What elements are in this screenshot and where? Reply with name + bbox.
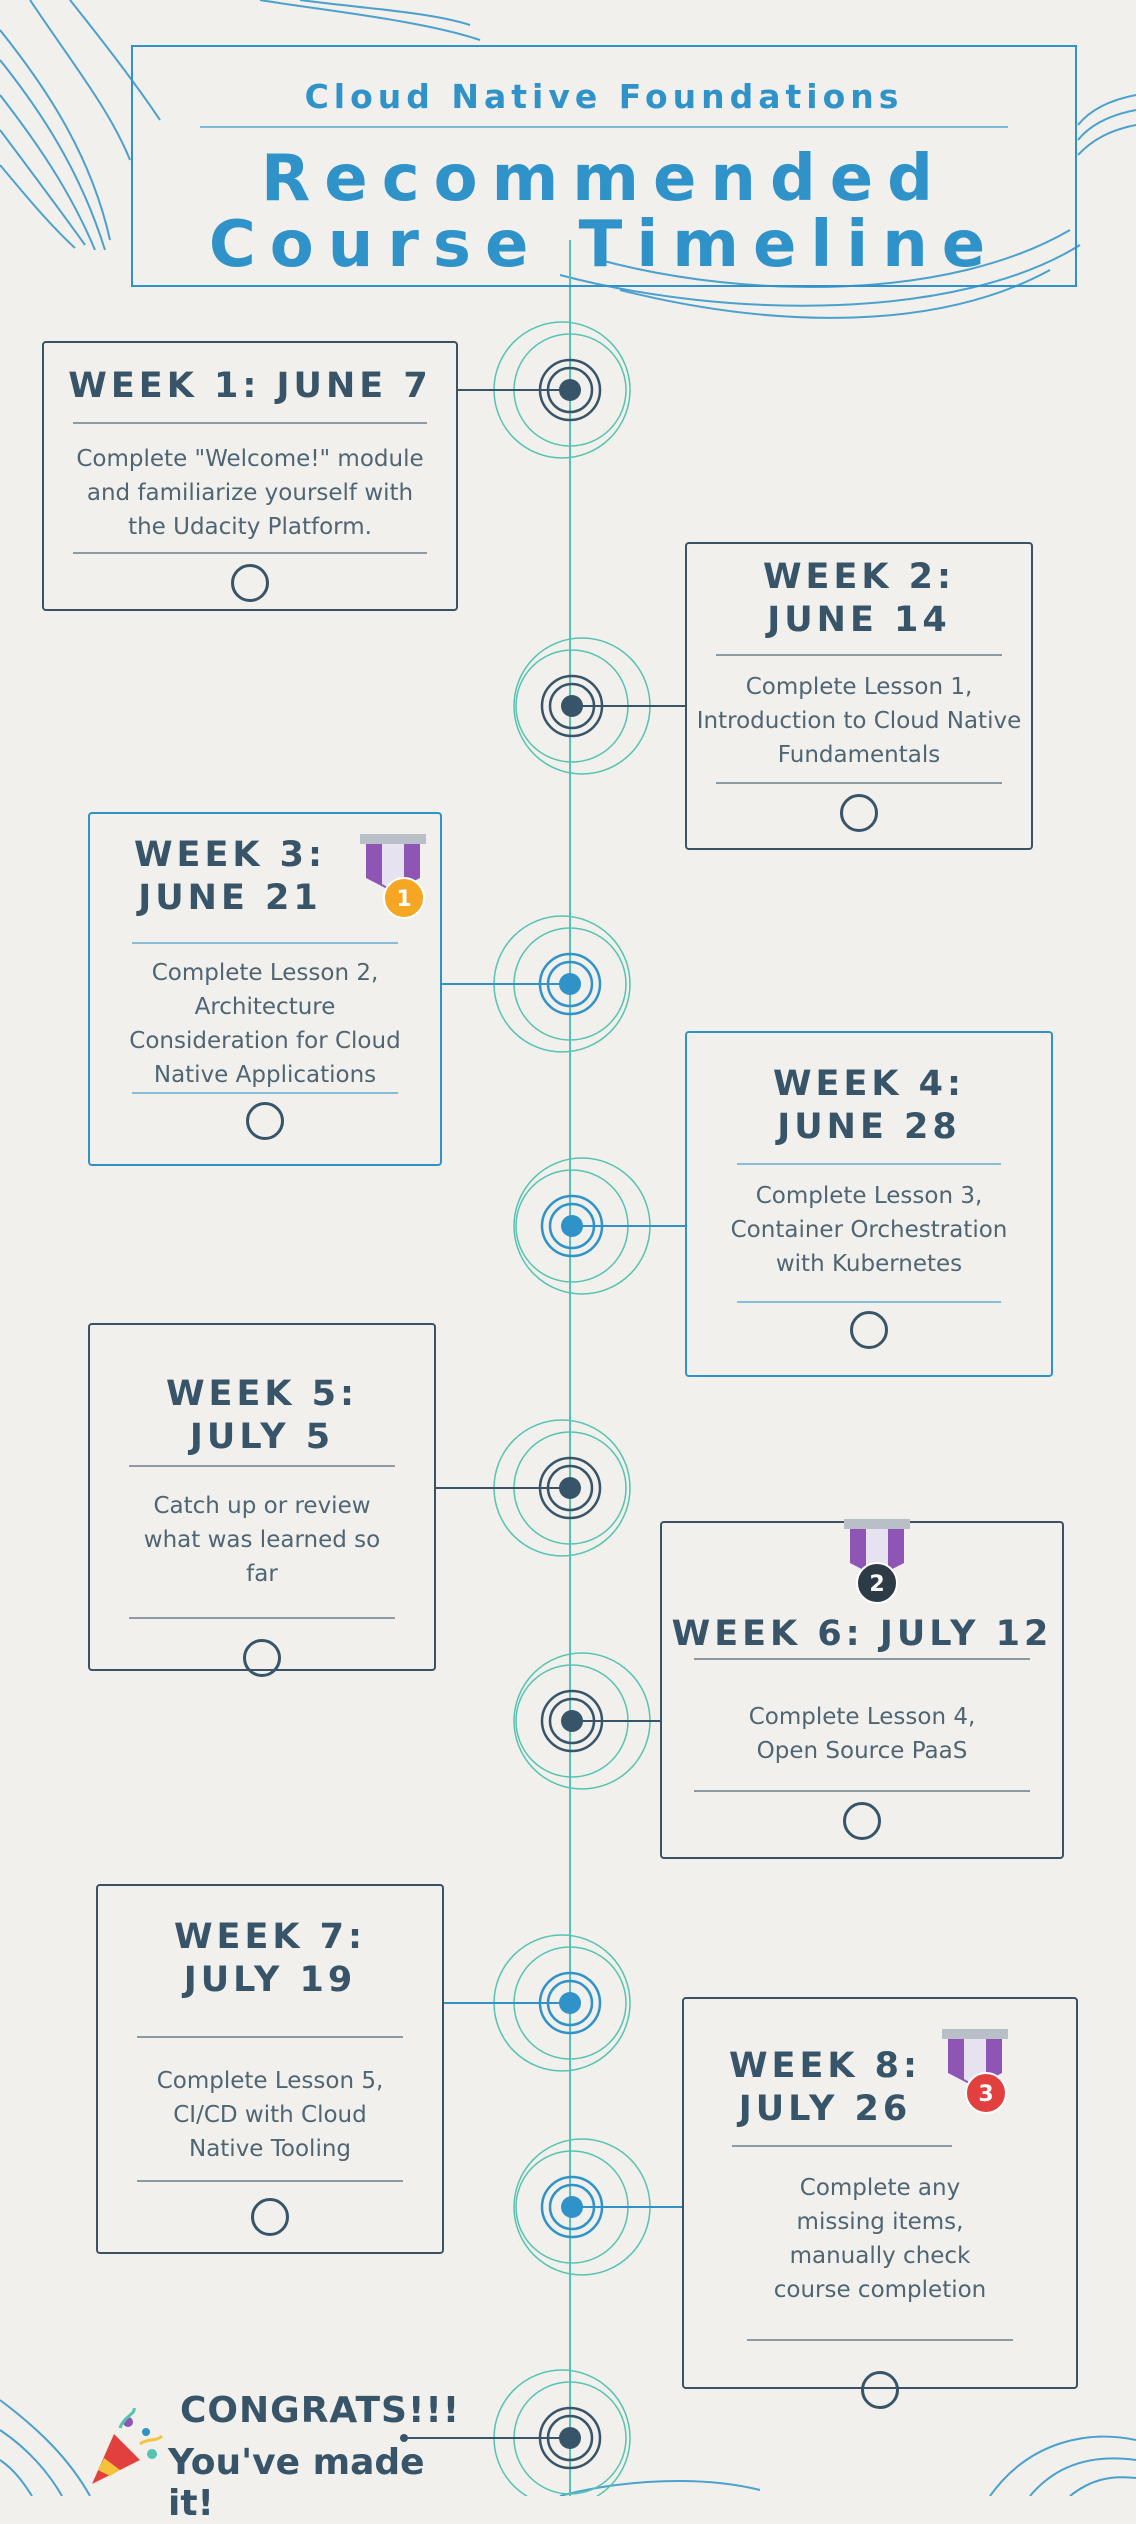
week-divider (737, 1163, 1001, 1165)
week-description: Complete Lesson 1, Introduction to Cloud… (696, 674, 1022, 768)
week-description: Complete Lesson 3, Container Orchestrati… (730, 1183, 1008, 1277)
medal-3-icon: 3 (940, 2029, 1010, 2123)
week-description: Complete Lesson 4, Open Source PaaS (748, 1704, 976, 1764)
week-card-1: WEEK 1: JUNE 7 Complete "Welcome!" modul… (42, 341, 458, 611)
week-description: Complete any missing items, manually che… (773, 2175, 987, 2303)
svg-text:1: 1 (396, 887, 411, 912)
week-title: WEEK 5: JULY 5 (165, 1374, 359, 1457)
week-title: WEEK 8: JULY 26 (728, 2046, 922, 2129)
week-title: WEEK 1: JUNE 7 (68, 366, 432, 406)
week-card-3: WEEK 3: JUNE 21 1 Complete Lesson 2, Arc… (88, 812, 442, 1166)
svg-text:2: 2 (869, 1572, 884, 1597)
page-header: Cloud Native Foundations Recommended Cou… (131, 45, 1077, 287)
week-card-4: WEEK 4: JUNE 28 Complete Lesson 3, Conta… (685, 1031, 1053, 1377)
congrats-banner: CONGRATS!!! You've made it! (84, 2386, 459, 2524)
decorative-waves-top-left (0, 0, 481, 251)
week-title: WEEK 3: JUNE 21 (133, 835, 327, 918)
week-divider (132, 1092, 398, 1094)
week-divider (747, 2339, 1013, 2341)
completion-checkbox[interactable] (246, 1102, 284, 1140)
week-card-7: WEEK 7: JULY 19 Complete Lesson 5, CI/CD… (96, 1884, 444, 2254)
medal-1-icon: 1 (358, 834, 428, 928)
week-divider (694, 1790, 1030, 1792)
completion-checkbox[interactable] (843, 1802, 881, 1840)
week-divider (137, 2036, 403, 2038)
page-title-line-1: Recommended (261, 142, 947, 216)
completion-checkbox[interactable] (861, 2371, 899, 2409)
week-divider (694, 1658, 1030, 1660)
medal-2-icon: 2 (842, 1519, 912, 1613)
completion-checkbox[interactable] (231, 564, 269, 602)
decorative-waves-bottom (0, 2399, 1136, 2496)
timeline-node (493, 2369, 631, 2496)
page-title: Recommended Course Timeline (133, 146, 1075, 278)
completion-checkbox[interactable] (840, 794, 878, 832)
course-subtitle: Cloud Native Foundations (304, 77, 904, 116)
week-description: Complete Lesson 5, CI/CD with Cloud Nati… (156, 2068, 384, 2162)
week-divider (737, 1301, 1001, 1303)
completion-checkbox[interactable] (850, 1311, 888, 1349)
week-card-6: 2 WEEK 6: JULY 12 Complete Lesson 4, Ope… (660, 1519, 1064, 1859)
week-description: Complete Lesson 2, Architecture Consider… (129, 960, 401, 1088)
week-divider (73, 552, 427, 554)
week-divider (129, 1617, 395, 1619)
week-title: WEEK 7: JULY 19 (173, 1917, 367, 2000)
week-divider (132, 942, 398, 944)
week-divider (129, 1465, 395, 1467)
party-popper-icon (92, 2408, 164, 2484)
week-card-2: WEEK 2: JUNE 14 Complete Lesson 1, Intro… (685, 542, 1033, 850)
completion-checkbox[interactable] (243, 1639, 281, 1677)
week-divider (732, 2145, 952, 2147)
week-title: WEEK 6: JULY 12 (671, 1614, 1053, 1654)
week-divider (137, 2180, 403, 2182)
header-divider (200, 126, 1008, 128)
page-title-line-2: Course Timeline (208, 208, 1000, 282)
week-divider (73, 422, 427, 424)
week-title: WEEK 4: JUNE 28 (772, 1064, 966, 1147)
week-card-8: WEEK 8: JULY 26 3 Complete any missing i… (682, 1997, 1078, 2409)
week-description: Complete "Welcome!" module and familiari… (76, 446, 424, 540)
congrats-title: CONGRATS!!! (180, 2390, 461, 2431)
week-title: WEEK 2: JUNE 14 (762, 557, 956, 640)
completion-checkbox[interactable] (251, 2198, 289, 2236)
timeline-node (493, 1934, 631, 2072)
svg-text:3: 3 (978, 2082, 993, 2107)
week-divider (716, 654, 1002, 656)
week-description: Catch up or review what was learned so f… (143, 1493, 381, 1587)
connector-endpoint (400, 2434, 408, 2442)
week-divider (716, 782, 1002, 784)
congrats-subtitle: You've made it! (168, 2442, 425, 2524)
week-card-5: WEEK 5: JULY 5 Catch up or review what w… (88, 1323, 436, 1677)
